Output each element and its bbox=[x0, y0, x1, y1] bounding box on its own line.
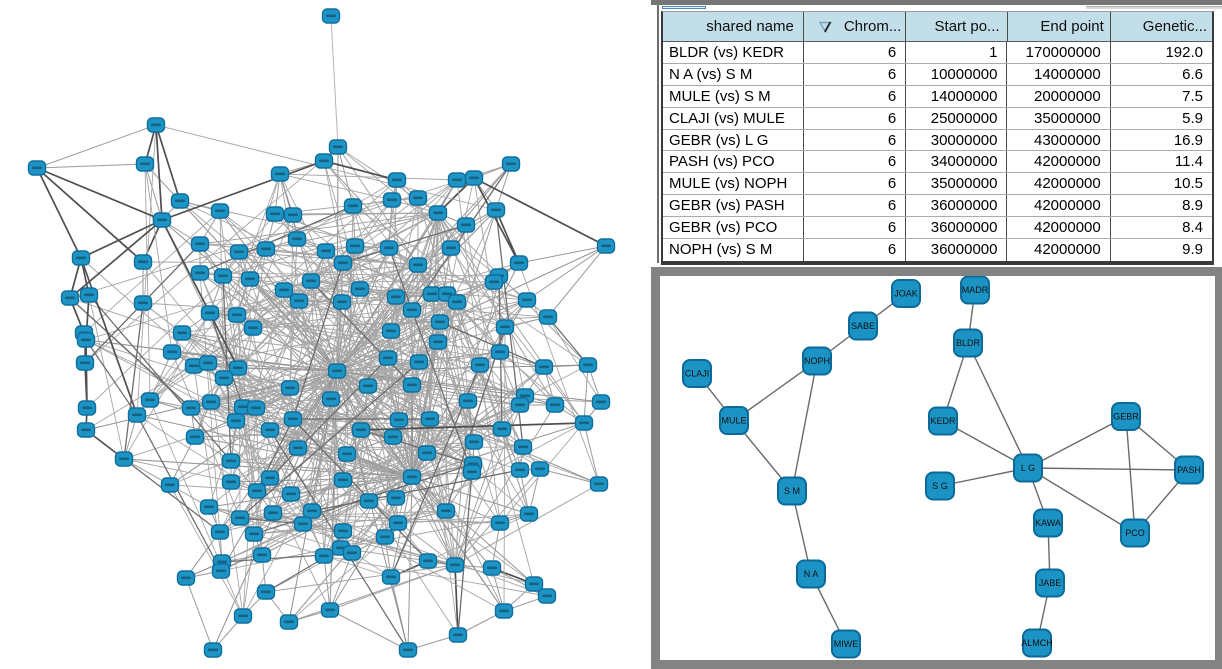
svg-text:MULE: MULE bbox=[721, 416, 746, 426]
svg-text:GEBR: GEBR bbox=[1113, 412, 1139, 422]
svg-text:MIWE: MIWE bbox=[834, 639, 859, 649]
svg-text:ALMCH: ALMCH bbox=[1021, 638, 1053, 648]
svg-text:NOPH: NOPH bbox=[804, 356, 830, 366]
svg-text:S M: S M bbox=[784, 486, 800, 496]
svg-text:N A: N A bbox=[804, 569, 819, 579]
svg-text:KAWA: KAWA bbox=[1035, 518, 1061, 528]
svg-text:PCO: PCO bbox=[1125, 528, 1145, 538]
svg-text:CLAJI: CLAJI bbox=[685, 369, 710, 379]
svg-text:MADR: MADR bbox=[962, 285, 989, 295]
svg-text:KEDR: KEDR bbox=[930, 416, 956, 426]
svg-text:L G: L G bbox=[1021, 463, 1035, 473]
svg-text:SABE: SABE bbox=[851, 321, 875, 331]
svg-text:PASH: PASH bbox=[1177, 465, 1201, 475]
svg-text:BLDR: BLDR bbox=[956, 338, 981, 348]
svg-text:JABE: JABE bbox=[1039, 578, 1062, 588]
svg-text:S G: S G bbox=[932, 481, 948, 491]
svg-text:JOAK: JOAK bbox=[894, 289, 918, 299]
